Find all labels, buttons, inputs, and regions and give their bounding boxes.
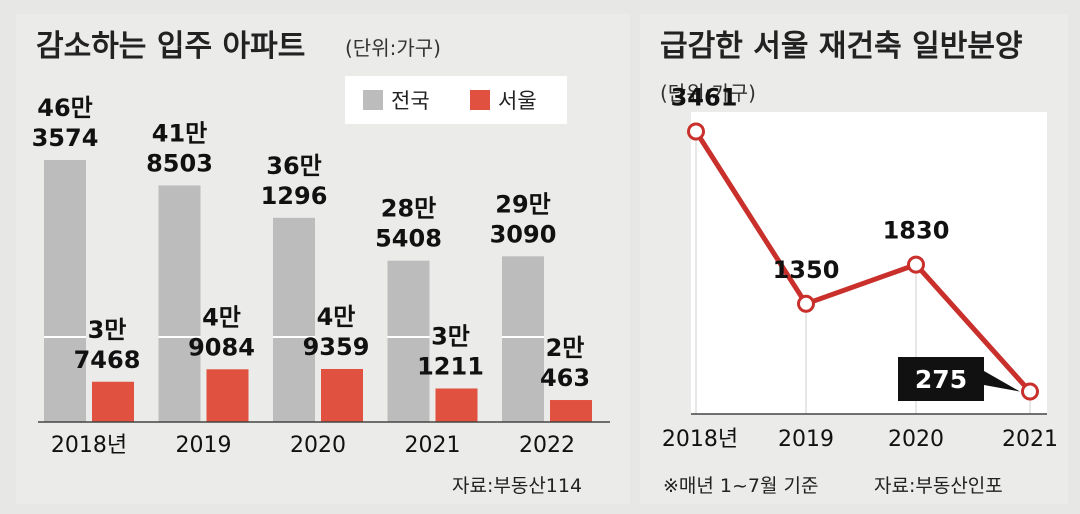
bar-national [44, 160, 86, 422]
bar-seoul [321, 368, 363, 422]
x-tick-label: 2020 [888, 427, 944, 452]
line-point [797, 294, 815, 313]
data-label-seoul: 2만 [546, 334, 585, 362]
x-tick-label: 2022 [519, 433, 575, 458]
data-label: 3461 [671, 84, 738, 112]
legend-swatch-national [363, 90, 383, 110]
data-label-national: 8503 [146, 149, 213, 177]
data-label-seoul: 4만 [317, 303, 356, 331]
right-chart-title: 급감한 서울 재건축 일반분양 [660, 29, 1023, 64]
line-point [907, 255, 925, 274]
right-footnote: ※매년 1~7월 기준 [663, 475, 819, 497]
legend-label-national: 전국 [391, 89, 430, 113]
line-chart: 3461 2018년 1350 2019 1830 2020 275 2021 [662, 84, 1058, 452]
x-tick-label: 2021 [1002, 427, 1058, 452]
data-label-seoul: 7468 [74, 346, 141, 374]
right-chart-unit: (단위:가구) [660, 81, 756, 105]
bar-seoul [92, 381, 134, 422]
x-tick-label: 2020 [290, 433, 346, 458]
data-label: 1830 [883, 217, 950, 245]
legend-swatch-seoul [470, 90, 490, 110]
data-label-seoul: 9359 [303, 333, 370, 361]
line-point [1021, 382, 1039, 401]
data-label-seoul: 4만 [202, 303, 241, 331]
bar-national [387, 260, 430, 422]
left-chart-title: 감소하는 입주 아파트 [36, 29, 305, 64]
right-source: 자료:부동산인포 [874, 475, 1003, 497]
data-label-seoul: 1211 [417, 352, 484, 380]
callout-box [898, 357, 1020, 401]
data-label-national: 29만 [495, 190, 550, 218]
data-label-seoul: 3만 [431, 322, 470, 350]
bar-seoul [206, 369, 249, 422]
data-label-highlight: 275 [915, 365, 967, 394]
bar-national [158, 185, 201, 422]
data-label-national: 5408 [375, 225, 442, 253]
data-label-seoul: 463 [540, 364, 590, 392]
bar-national [273, 217, 315, 422]
series-line [693, 130, 1032, 394]
left-source: 자료:부동산114 [452, 475, 582, 497]
left-chart-unit: (단위:가구) [345, 36, 441, 60]
data-label-national: 1296 [261, 182, 328, 210]
data-label-national: 46만 [37, 94, 92, 122]
data-label-national: 36만 [266, 152, 321, 180]
line-plot-area [691, 112, 1047, 414]
line-point [687, 122, 705, 141]
data-label-seoul: 3만 [88, 316, 127, 344]
data-label-seoul: 9084 [188, 333, 255, 361]
data-label: 1350 [773, 256, 840, 284]
bar-seoul [435, 388, 478, 422]
legend-label-seoul: 서울 [498, 89, 537, 113]
bar-national [502, 256, 544, 422]
data-label-national: 3090 [490, 220, 557, 248]
data-label-national: 41만 [152, 119, 207, 147]
x-tick-label: 2018년 [51, 433, 127, 458]
x-tick-label: 2021 [405, 433, 461, 458]
data-label-national: 3574 [32, 124, 99, 152]
bar-seoul [550, 400, 592, 422]
bar-chart: 46만35743만74682018년41만85034만9084201936만12… [32, 94, 592, 458]
x-tick-label: 2019 [778, 427, 834, 452]
data-label-national: 28만 [381, 195, 436, 223]
x-tick-label: 2019 [176, 433, 232, 458]
x-tick-label: 2018년 [662, 427, 738, 452]
